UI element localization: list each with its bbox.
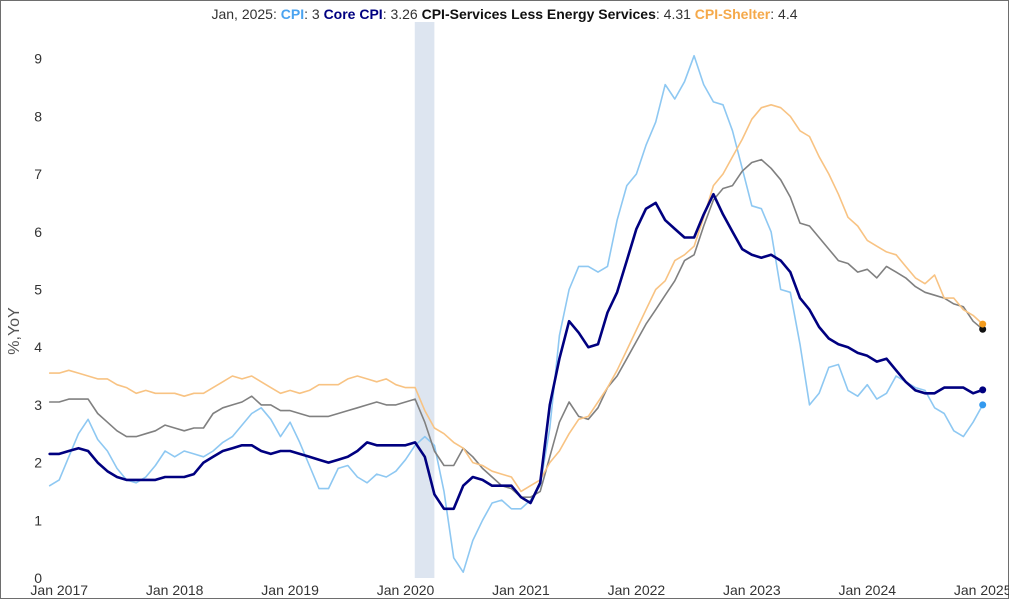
legend-colon: : [770, 6, 779, 22]
series-end-markers [979, 320, 987, 409]
header-sep: : [272, 6, 281, 22]
header-date: Jan, 2025 [211, 6, 273, 22]
series-lines [48, 54, 984, 573]
legend-name-cpi: CPI [280, 6, 305, 22]
series-line-core-cpi [48, 192, 984, 511]
x-tick-label: Jan 2017 [30, 582, 88, 598]
legend-name-services: CPI-Services Less Energy Services [421, 6, 656, 22]
x-axis-ticks: Jan 2017 Jan 2018 Jan 2019 Jan 2020 Jan 2021… [30, 582, 1009, 598]
legend-value-cpi: 3 [311, 6, 320, 22]
x-tick-label: Jan 2023 [723, 582, 781, 598]
x-tick-label: Jan 2020 [377, 582, 435, 598]
y-tick-label: 8 [34, 108, 42, 124]
legend-name-shelter: CPI-Shelter [694, 6, 771, 22]
y-tick-label: 4 [34, 339, 42, 355]
recession-band [414, 22, 435, 578]
y-tick-label: 3 [34, 397, 42, 413]
y-axis-ticks: 0 1 2 3 4 5 6 7 8 9 [34, 51, 42, 586]
x-tick-label: Jan 2022 [608, 582, 666, 598]
end-marker-cpi [979, 401, 987, 409]
y-tick-label: 6 [34, 224, 42, 240]
series-line-cpi [48, 54, 984, 573]
legend-name-core-cpi: Core CPI [323, 6, 383, 22]
end-marker-core-cpi [979, 386, 987, 394]
legend-colon: : [304, 6, 312, 22]
legend-value-core-cpi: 3.26 [390, 6, 418, 22]
y-tick-label: 0 [34, 570, 42, 586]
end-marker-cpi-shelter [979, 320, 987, 328]
recession-bands [414, 22, 435, 578]
y-tick-label: 1 [34, 512, 42, 528]
legend-colon: : [655, 6, 664, 22]
x-tick-label: Jan 2024 [838, 582, 896, 598]
legend-colon: : [382, 6, 391, 22]
legend-value-services: 4.31 [663, 6, 691, 22]
series-line-cpi-services-less-energy-services [48, 158, 984, 498]
x-tick-label: Jan 2018 [146, 582, 204, 598]
series-line-cpi-shelter [48, 104, 984, 493]
chart-header-legend: Jan, 2025: CPI: 3 Core CPI: 3.26 CPI-Ser… [0, 6, 1009, 22]
y-tick-label: 2 [34, 455, 42, 471]
y-tick-label: 7 [34, 166, 42, 182]
y-axis-label: %,YoY [6, 307, 23, 355]
end-marker-cpi-services-less-energy-services [979, 325, 987, 333]
x-tick-label: Jan 2019 [261, 582, 319, 598]
x-tick-label: Jan 2021 [492, 582, 550, 598]
legend-value-shelter: 4.4 [778, 6, 798, 22]
x-tick-label: Jan 2025 [954, 582, 1009, 598]
y-tick-label: 5 [34, 281, 42, 297]
y-tick-label: 9 [34, 51, 42, 67]
